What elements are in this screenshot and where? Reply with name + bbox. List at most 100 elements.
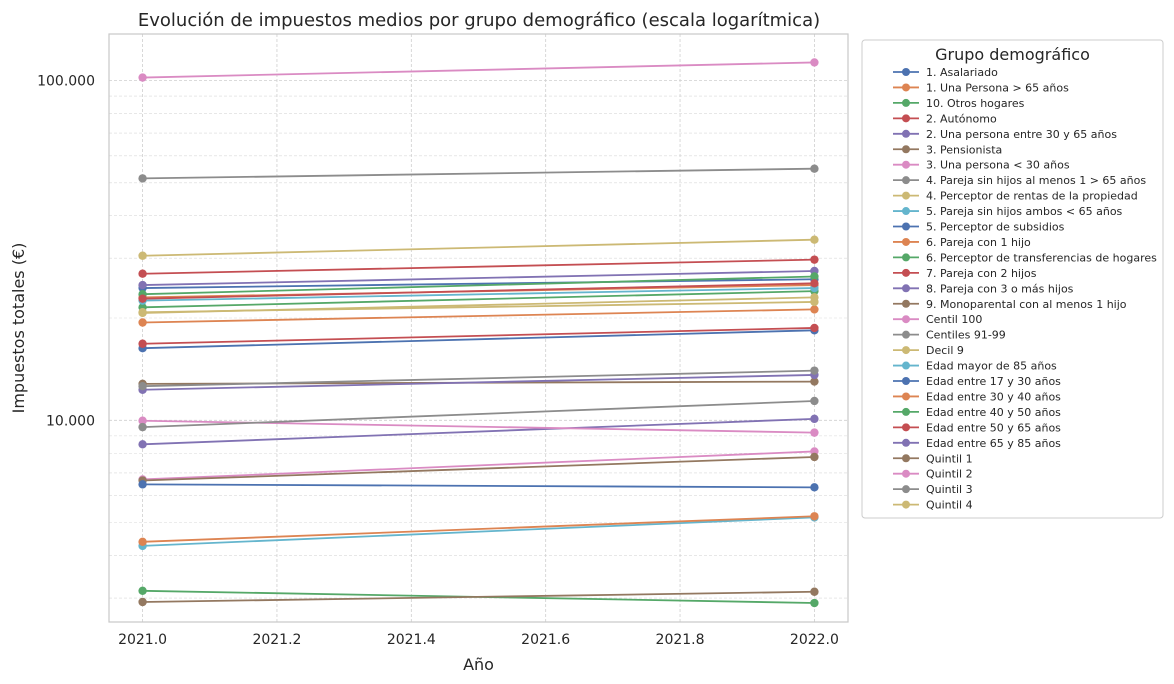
legend-label: 8. Pareja con 3 o más hijos — [926, 282, 1074, 295]
legend-marker — [902, 377, 910, 385]
data-point — [810, 366, 819, 375]
series-line — [142, 61, 815, 79]
y-axis-ticks: 10.000 100.000 — [37, 73, 95, 429]
plot-area-frame — [108, 33, 849, 623]
series-line — [142, 287, 815, 302]
legend-entry: Quintil 3 — [893, 483, 973, 496]
x-axis-ticks: 2021.0 2021.2 2021.4 2021.6 2021.8 2022.0 — [118, 632, 839, 648]
legend-marker — [902, 392, 910, 401]
x-tick-label: 2021.6 — [521, 632, 570, 648]
legend-marker — [902, 237, 910, 246]
legend-entry: 2. Una persona entre 30 y 65 años — [893, 128, 1117, 141]
legend-entry: 2. Autónomo — [893, 112, 997, 125]
series-27 — [138, 416, 819, 437]
legend-entry: Decil 9 — [893, 344, 964, 357]
legend-entry: 9. Monoparental con al menos 1 hijo — [893, 298, 1127, 311]
legend-marker — [902, 315, 910, 324]
series-line — [142, 369, 815, 388]
legend-label: Centil 100 — [926, 313, 982, 326]
legend-marker — [902, 500, 910, 509]
series-line — [142, 515, 815, 543]
legend-entry: Centil 100 — [893, 313, 982, 326]
data-point — [810, 483, 819, 492]
x-axis-label: Año — [463, 655, 494, 674]
legend-entry: Quintil 4 — [893, 499, 973, 512]
data-point — [810, 377, 819, 386]
series-4 — [138, 255, 819, 278]
legend-entry: 1. Asalariado — [893, 66, 998, 79]
legend-marker — [902, 191, 910, 200]
series-line — [142, 329, 815, 350]
series-line — [142, 282, 815, 300]
legend-label: 4. Pareja sin hijos al menos 1 > 65 años — [926, 174, 1146, 187]
legend-marker — [902, 346, 910, 355]
data-point — [138, 318, 147, 327]
legend-label: 3. Pensionista — [926, 143, 1002, 156]
data-point — [810, 452, 819, 462]
series-line — [142, 590, 815, 603]
legend-entry: Edad mayor de 85 años — [893, 360, 1057, 373]
series-17 — [138, 58, 819, 82]
series-lines — [138, 58, 819, 608]
legend-label: 1. Asalariado — [926, 66, 998, 79]
series-28 — [138, 396, 819, 432]
series-line — [142, 238, 815, 257]
x-tick-label: 2022.0 — [790, 632, 839, 648]
legend-marker — [902, 438, 910, 447]
legend-marker — [902, 83, 910, 92]
legend-marker — [902, 253, 910, 262]
legend-entry: 10. Otros hogares — [893, 97, 1025, 110]
legend-label: Edad entre 50 y 65 años — [926, 421, 1061, 434]
series-16 — [138, 452, 819, 485]
grid-lines — [109, 34, 848, 622]
legend-label: Edad mayor de 85 años — [926, 360, 1057, 373]
data-point — [810, 428, 819, 437]
legend-entry: 7. Pareja con 2 hijos — [893, 267, 1037, 280]
legend-entry: Quintil 1 — [893, 452, 973, 465]
legend-entry: 3. Una persona < 30 años — [893, 159, 1070, 172]
legend-marker — [902, 129, 910, 138]
series-line — [142, 258, 815, 275]
legend-marker — [902, 268, 910, 277]
legend-marker — [902, 299, 910, 308]
legend-entry: Edad entre 65 y 85 años — [893, 437, 1061, 450]
data-point — [138, 280, 147, 290]
series-26 — [138, 587, 819, 607]
series-line — [142, 290, 815, 309]
y-tick-label: 10.000 — [46, 413, 95, 429]
legend-marker — [902, 114, 910, 123]
series-line — [142, 270, 815, 286]
legend-label: Centiles 91-99 — [926, 329, 1006, 342]
legend-label: 5. Perceptor de subsidios — [926, 221, 1065, 234]
legend-marker — [902, 145, 910, 154]
legend-label: Quintil 4 — [926, 499, 973, 512]
legend-marker — [902, 454, 910, 463]
x-tick-label: 2021.2 — [252, 632, 301, 648]
data-point — [810, 279, 819, 288]
series-line — [142, 167, 815, 180]
legend-label: Edad entre 17 y 30 años — [926, 375, 1061, 388]
data-point — [810, 396, 819, 406]
data-point — [810, 272, 819, 281]
data-point — [138, 480, 147, 489]
legend-label: Quintil 3 — [926, 483, 973, 496]
legend-label: Edad entre 40 y 50 años — [926, 406, 1061, 419]
data-point — [810, 512, 819, 521]
legend-label: Edad entre 65 y 85 años — [926, 437, 1061, 450]
series-20 — [138, 513, 819, 551]
series-18 — [138, 366, 819, 391]
legend-entry: Edad entre 40 y 50 años — [893, 406, 1061, 419]
data-point — [138, 269, 147, 278]
series-25 — [138, 414, 819, 449]
legend-marker — [902, 207, 910, 216]
data-point — [138, 537, 147, 547]
data-point — [138, 251, 147, 260]
y-tick-label: 100.000 — [37, 73, 95, 89]
legend-marker — [902, 160, 910, 169]
data-point — [138, 294, 147, 303]
data-point — [138, 440, 147, 449]
legend-entry: Edad entre 50 y 65 años — [893, 421, 1061, 434]
series-8 — [138, 164, 819, 183]
series-line — [142, 327, 815, 345]
